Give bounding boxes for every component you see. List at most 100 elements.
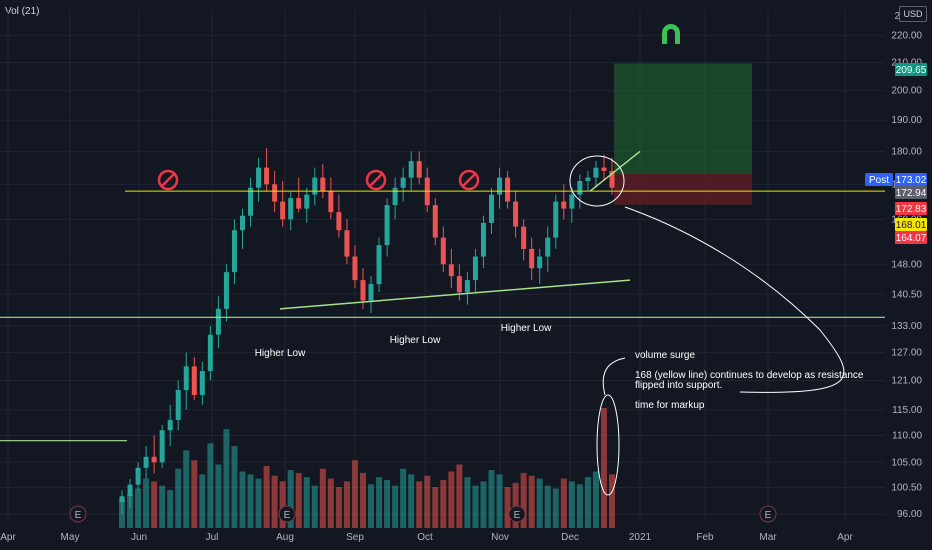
volume-bar [255,478,262,528]
volume-bar [223,429,230,528]
candle-body [448,264,454,277]
volume-bar [311,485,318,528]
x-tick-label: Oct [417,532,433,543]
candle-body [159,430,165,463]
price-tag-label: 172.94 [896,188,927,199]
volume-callout-curve [602,357,626,396]
annotation-curve [624,206,845,393]
volume-bar [151,481,158,528]
y-tick-label: 140.50 [891,289,922,300]
candle-body [127,484,133,497]
candle-body [593,167,599,178]
candle-body [464,280,470,293]
volume-bar [408,474,415,528]
y-tick-label: 127.00 [891,348,922,359]
candle-body [207,334,213,372]
candle-body [288,198,294,220]
candle-body [480,222,486,257]
volume-bar [295,472,302,528]
price-tag-label: 172.83 [896,204,927,215]
earnings-marker [759,505,777,523]
x-tick-label: Nov [491,532,509,543]
y-tick-label: 133.00 [891,321,922,332]
volume-bar [568,481,575,528]
candle-body [577,180,583,195]
volume-bar [143,478,150,528]
earnings-marker [508,505,526,523]
no-entry-slash [369,173,383,187]
price-tag [865,173,893,186]
volume-bar [424,475,431,528]
volume-bar [263,465,270,528]
indicator-label: Vol (21) [5,6,40,17]
candle-body [320,177,326,192]
candle-body [223,272,229,309]
price-tag-label: 164.07 [896,233,927,244]
candle-body [456,276,462,293]
candle-body [432,205,438,238]
candle-body [497,177,503,195]
candle-body [392,187,398,206]
candle-body [505,177,511,202]
annotation-text: time for markup [635,400,705,411]
trend-lines [0,150,885,496]
y-tick-label: 220.00 [891,31,922,42]
breakout-circle [569,155,625,207]
earnings-marker [278,505,296,523]
candle-body [545,237,551,257]
candle-body [344,230,350,257]
volume-bar [464,477,471,528]
y-tick-label: 121.00 [891,375,922,386]
candle-body [183,366,189,391]
candle-body [199,371,205,395]
volume-bar [488,470,495,528]
candle-body [529,248,535,269]
candle-body [239,215,245,231]
volume-bar [215,464,222,528]
volume-bar [536,478,543,528]
volume-bar [448,471,455,528]
volume-bars [119,408,615,528]
y-tick-label: 115.00 [892,405,922,416]
volume-bar [416,481,423,528]
x-tick-label: Sep [346,532,364,543]
y-tick-label: 110.00 [892,430,922,441]
price-tag [895,173,927,186]
candle-body [280,201,286,220]
no-entry-slash [462,173,476,187]
currency-badge[interactable]: USD [899,6,927,22]
candle-body [336,212,342,231]
volume-bar [384,480,391,528]
trade-zones [614,63,752,205]
annotation-text: 168 (yellow line) continues to develop a… [635,370,864,381]
x-tick-label: May [61,532,80,543]
price-tag [895,63,927,76]
volume-bar [319,468,326,528]
price-tag [895,218,927,231]
breakout-line [589,150,641,192]
volume-bar [392,485,399,528]
volume-bar [560,478,567,528]
candle-body [135,467,141,485]
volume-bar [199,474,206,528]
y-tick-label: 105.00 [891,457,922,468]
earnings-marker-label: E [765,510,772,521]
candle-body [513,201,519,227]
y-tick-label: 180.00 [891,146,922,157]
volume-bar [359,472,366,528]
candle-body [328,191,334,213]
candle-body [585,177,591,181]
candle-body [368,284,374,301]
x-tick-label: Aug [276,532,294,543]
volume-bar [432,487,439,528]
earnings-marker-label: E [514,510,521,521]
annotation-text: Higher Low [501,323,552,334]
volume-circle [596,394,620,496]
candle-body [376,245,382,285]
x-tick-label: Jun [131,532,147,543]
y-tick-label: 96.00 [897,509,922,520]
volume-bar [600,408,607,528]
candle-body [215,308,221,335]
candle-body [191,366,197,395]
